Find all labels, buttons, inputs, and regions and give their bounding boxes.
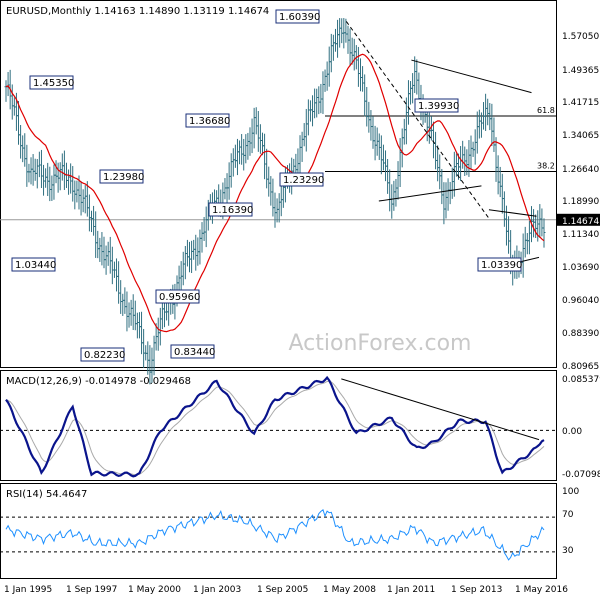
price-annotation-label: 0.82230 [84, 350, 125, 361]
x-tick: 1 Jan 2011 [387, 585, 435, 595]
price-annotation-box [208, 202, 253, 217]
chart-marks: 1.14674 61.8 38.2 1.45350 1.03440 1.23980 0.82… [0, 9, 600, 561]
price-annotation-box [275, 9, 320, 24]
rsi-header: RSI(14) 54.4647 [6, 489, 87, 500]
x-tick: 1 Jan 2003 [193, 585, 241, 595]
trendline [378, 185, 482, 202]
price-annotation-box [11, 257, 56, 272]
trendline [488, 209, 537, 217]
trendline-dashed [345, 21, 490, 219]
price-annotation-box [99, 169, 144, 184]
price-annotation-box [414, 98, 459, 113]
x-axis: 1 Jan 1995 1 Sep 1997 1 May 2000 1 Jan 2… [4, 585, 568, 595]
macd-header: MACD(12,26,9) -0.014978 -0.029468 [6, 376, 191, 387]
price-annotation-box [29, 75, 74, 90]
rsi-y-tick: 30 [562, 546, 574, 556]
x-tick: 1 May 2008 [323, 585, 376, 595]
x-tick: 1 Jan 1995 [4, 585, 52, 595]
price-annotation-box [185, 113, 230, 128]
price-y-tick: 1.26640 [562, 165, 599, 175]
price-annotation-label: 0.83440 [174, 347, 215, 358]
watermark: ActionForex.com [289, 331, 472, 356]
price-annotation-label: 1.23980 [103, 172, 144, 183]
price-annotation-label: 1.23290 [283, 175, 324, 186]
price-annotation-label: 1.16390 [212, 205, 253, 216]
x-tick: 1 May 2016 [515, 585, 568, 595]
last-price-label: 1.14674 [562, 217, 599, 227]
price-y-tick: 1.34065 [562, 131, 599, 141]
x-tick: 1 Sep 1997 [66, 585, 117, 595]
rsi-y-tick: 100 [562, 487, 579, 497]
price-annotation-box [279, 172, 324, 187]
price-header: EURUSD,Monthly 1.14163 1.14890 1.13119 1… [6, 6, 269, 17]
price-annotation-label: 1.39930 [418, 101, 459, 112]
price-annotation-label: 0.95960 [159, 292, 200, 303]
price-annotation-label: 1.45350 [33, 78, 74, 89]
price-annotation-box [80, 347, 125, 362]
rsi-panel-frame [0, 483, 557, 579]
macd-panel-frame [0, 370, 557, 481]
price-y-tick: 1.11340 [562, 230, 599, 240]
fib-level-label: 61.8 [537, 106, 555, 115]
price-annotation-label: 1.36680 [189, 116, 230, 127]
rsi-y-tick: 70 [562, 510, 574, 520]
macd-trendline [341, 378, 540, 441]
price-y-tick: 1.41715 [562, 98, 599, 108]
price-y-axis: 1.57050 1.49365 1.41715 1.34065 1.26640 … [562, 32, 599, 372]
price-y-tick: 1.57050 [562, 32, 599, 42]
price-annotation-box [155, 289, 200, 304]
price-annotation-box [477, 257, 522, 272]
last-price-label-bg [557, 213, 600, 226]
macd-signal-line [5, 380, 545, 476]
x-tick: 1 Sep 2005 [257, 585, 308, 595]
price-panel-frame [0, 0, 557, 368]
macd-line [5, 375, 545, 478]
price-y-tick: 1.18990 [562, 197, 599, 207]
price-y-tick: 0.96040 [562, 296, 599, 306]
macd-y-tick: 0.00 [562, 427, 582, 437]
price-y-tick: 0.88390 [562, 329, 599, 339]
price-annotation-label: 1.03440 [15, 260, 56, 271]
price-annotation-box [170, 344, 215, 359]
x-tick: 1 May 2000 [128, 585, 181, 595]
price-annotation-label: 1.60390 [279, 12, 320, 23]
price-annotation-label: 1.03390 [481, 260, 522, 271]
moving-average-line [5, 53, 545, 333]
macd-y-tick: 0.085379 [562, 375, 600, 385]
rsi-line [5, 508, 545, 561]
price-y-tick: 0.80965 [562, 362, 599, 372]
x-tick: 1 Sep 2013 [451, 585, 502, 595]
price-y-tick: 1.03690 [562, 263, 599, 273]
trendline [411, 59, 532, 94]
fib-level-label: 38.2 [537, 162, 555, 171]
price-y-tick: 1.49365 [562, 66, 599, 76]
macd-y-tick: -0.070989 [562, 470, 600, 480]
